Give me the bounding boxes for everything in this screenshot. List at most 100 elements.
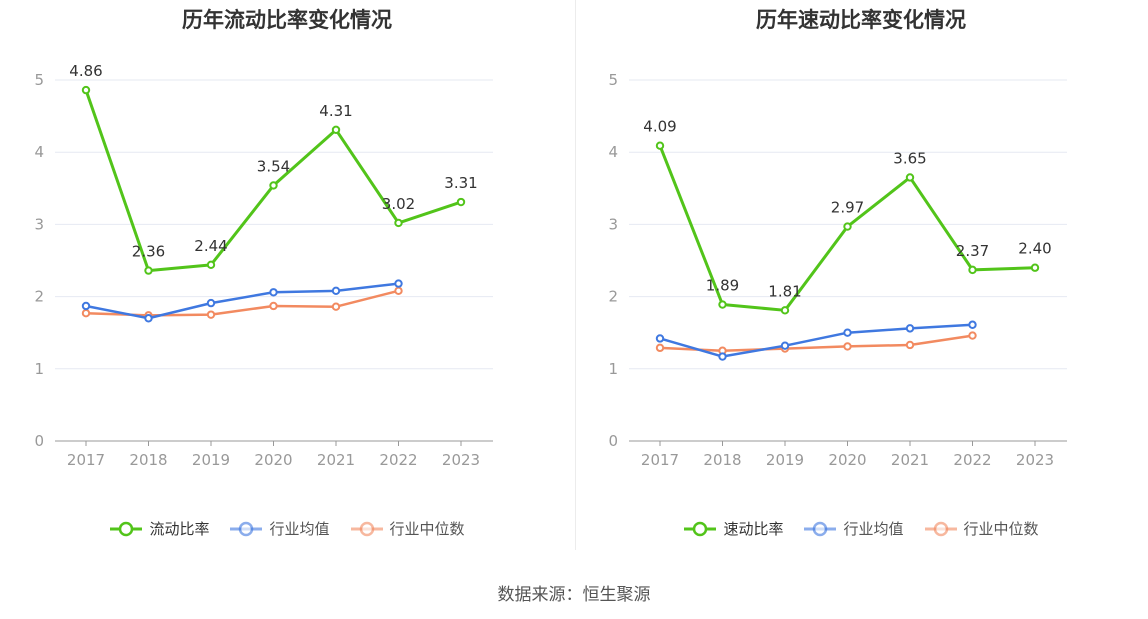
data-point	[968, 265, 977, 275]
legend-line-marker-icon	[230, 521, 263, 536]
data-point	[905, 173, 915, 182]
legend-marker	[359, 521, 374, 536]
y-tick-label: 1	[608, 360, 618, 378]
series-line-industry-median	[659, 334, 973, 352]
x-tick-label: 2022	[953, 451, 991, 469]
data-label: 1.89	[706, 277, 739, 295]
data-label: 2.37	[956, 242, 989, 260]
y-tick-label: 5	[608, 71, 618, 89]
data-label: 3.65	[893, 149, 926, 167]
x-tick-label: 2021	[891, 451, 929, 469]
y-tick-label: 2	[608, 288, 618, 306]
data-label: 2.44	[194, 237, 227, 255]
data-point	[843, 342, 852, 351]
current-ratio-chart: 历年流动比率变化情况 0 1 2 3 4 5 2017 2018 2019 2020 2021 202…	[0, 0, 574, 560]
data-source: 数据来源：恒生聚源	[497, 585, 651, 605]
legend-item[interactable]: 行业中位数	[350, 518, 465, 539]
legend-label: 行业均值	[269, 520, 330, 538]
data-label: 3.54	[257, 157, 290, 175]
chart-legend: 速动比率 行业均值 行业中位数	[574, 518, 1148, 539]
y-tick-label: 0	[608, 432, 618, 450]
data-point	[331, 302, 341, 311]
legend-line-marker-icon	[350, 521, 383, 536]
current-ratio-plot: 0 1 2 3 4 5 2017 2018 2019 2020 2021 2022 2023 4.86 2.…	[34, 62, 493, 469]
y-tick-label: 4	[608, 143, 618, 161]
data-point	[269, 301, 278, 311]
legend-item[interactable]: 行业均值	[229, 518, 330, 539]
data-label: 2.36	[132, 243, 165, 261]
data-point	[144, 314, 153, 323]
y-tick-label: 0	[34, 432, 44, 450]
data-point	[394, 218, 403, 228]
x-tick-label: 2021	[317, 451, 355, 469]
data-label: 1.81	[768, 282, 801, 300]
data-point	[718, 300, 727, 309]
chart-legend: 流动比率 行业均值 行业中位数	[0, 518, 574, 539]
x-tick-label: 2023	[442, 451, 480, 469]
legend-item[interactable]: 行业中位数	[924, 518, 1039, 539]
legend-label: 流动比率	[149, 520, 210, 538]
x-tick-label: 2019	[766, 451, 804, 469]
data-point	[655, 141, 665, 150]
legend-marker	[239, 521, 254, 536]
data-label: 3.31	[444, 174, 477, 192]
legend-line-marker-icon	[110, 521, 143, 536]
x-tick-label: 2020	[254, 451, 292, 469]
x-tick-label: 2020	[828, 451, 866, 469]
y-tick-label: 3	[608, 215, 618, 233]
data-point	[394, 286, 403, 296]
legend-line-marker-icon	[684, 521, 717, 536]
data-point	[780, 306, 790, 315]
data-point	[81, 309, 91, 318]
y-tick-label: 2	[34, 288, 44, 306]
data-point	[843, 328, 852, 337]
legend-line-marker-icon	[924, 521, 957, 536]
legend-label: 速动比率	[723, 520, 784, 538]
x-tick-label: 2019	[192, 451, 230, 469]
data-point	[968, 320, 977, 329]
data-label: 2.97	[831, 199, 864, 217]
series-line-industry-average	[85, 282, 399, 320]
quick-ratio-chart: 历年速动比率变化情况 0 1 2 3 4 5 2017 2018 2019 2020 2021 202…	[574, 0, 1148, 560]
data-point	[780, 341, 790, 350]
quick-ratio-plot: 0 1 2 3 4 5 2017 2018 2019 2020 2021 2022 2023 4.09 1.…	[608, 71, 1067, 469]
panel-divider	[575, 0, 576, 550]
legend-label: 行业均值	[843, 520, 904, 538]
data-point	[968, 331, 977, 340]
data-point	[394, 279, 403, 288]
legend-item[interactable]: 行业均值	[803, 518, 904, 539]
chart-title: 历年流动比率变化情况	[182, 8, 392, 32]
legend-label: 行业中位数	[963, 520, 1039, 538]
y-tick-label: 1	[34, 360, 44, 378]
data-label: 4.86	[69, 62, 102, 80]
data-point	[843, 222, 852, 231]
data-point	[655, 343, 665, 353]
data-point	[331, 125, 341, 135]
data-point	[81, 85, 91, 95]
series-line-industry-median	[85, 289, 399, 317]
legend-item[interactable]: 速动比率	[683, 518, 783, 539]
data-point	[206, 298, 216, 308]
legend-marker	[813, 521, 828, 536]
data-point	[144, 266, 153, 275]
data-point	[718, 352, 727, 361]
data-point	[81, 301, 91, 311]
legend-marker	[119, 521, 134, 536]
y-tick-label: 4	[34, 143, 44, 161]
legend-item[interactable]: 流动比率	[109, 518, 209, 539]
legend-marker	[693, 521, 708, 536]
data-point	[1030, 263, 1040, 272]
data-point	[456, 197, 466, 207]
legend-label: 行业中位数	[389, 520, 465, 538]
data-point	[206, 310, 216, 319]
data-label: 3.02	[382, 195, 415, 213]
chart-title: 历年速动比率变化情况	[756, 8, 966, 32]
data-point	[269, 181, 278, 190]
data-label: 4.31	[319, 102, 352, 120]
data-label: 4.09	[643, 118, 676, 136]
legend-line-marker-icon	[804, 521, 837, 536]
data-point	[331, 286, 341, 296]
data-label: 2.40	[1018, 240, 1051, 258]
data-point	[905, 324, 915, 333]
legend-marker	[933, 521, 948, 536]
